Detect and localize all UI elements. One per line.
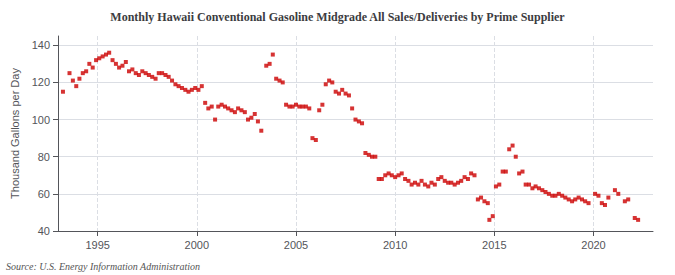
- svg-text:1995: 1995: [85, 239, 109, 251]
- svg-text:140: 140: [32, 39, 50, 51]
- svg-text:40: 40: [38, 225, 50, 237]
- svg-text:Monthly Hawaii Conventional Ga: Monthly Hawaii Conventional Gasoline Mid…: [110, 10, 565, 24]
- svg-text:80: 80: [38, 151, 50, 163]
- svg-text:Thousand Gallons per Day: Thousand Gallons per Day: [9, 68, 21, 199]
- svg-text:100: 100: [32, 114, 50, 126]
- svg-text:60: 60: [38, 188, 50, 200]
- svg-text:2015: 2015: [482, 239, 506, 251]
- svg-text:2005: 2005: [284, 239, 308, 251]
- svg-text:2000: 2000: [185, 239, 209, 251]
- svg-text:120: 120: [32, 76, 50, 88]
- svg-text:Source: U.S. Energy Informatio: Source: U.S. Energy Information Administ…: [6, 261, 200, 272]
- svg-text:2010: 2010: [383, 239, 407, 251]
- svg-text:2020: 2020: [581, 239, 605, 251]
